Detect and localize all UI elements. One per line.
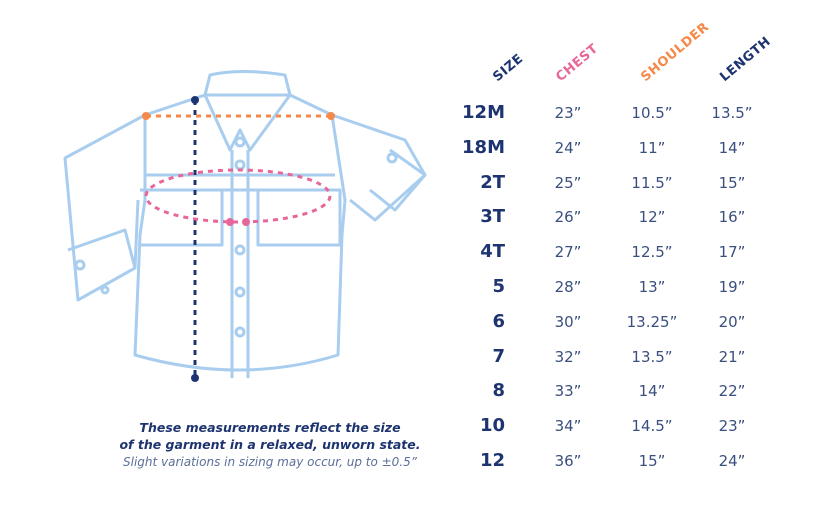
size-cell: 5 xyxy=(492,276,505,297)
chest-cell: 33” xyxy=(554,382,582,401)
shoulder-cell: 13.5” xyxy=(631,347,673,366)
size-cell: 6 xyxy=(492,310,505,332)
length-cell: 14” xyxy=(718,138,746,157)
header-size: SIZE xyxy=(490,51,527,85)
length-cell: 22” xyxy=(718,382,746,401)
shoulder-cell: 12” xyxy=(638,208,666,227)
table-row: 5 28” 13” 19” xyxy=(0,272,823,302)
shoulder-cell: 13” xyxy=(638,278,666,296)
note-line-1: These measurements reflect the size xyxy=(139,420,401,435)
table-row: 3T 26” 12” 16” xyxy=(0,202,823,232)
collar xyxy=(203,70,292,152)
left-cuff xyxy=(67,228,137,302)
table-row: 6 30” 13.25” 20” xyxy=(0,307,823,337)
note-line-3: Slight variations in sizing may occur, u… xyxy=(123,455,417,469)
length-cell: 16” xyxy=(718,208,746,227)
chest-cell: 30” xyxy=(554,312,582,331)
shirt-illustration xyxy=(63,70,427,382)
chest-cell: 36” xyxy=(554,452,582,470)
table-row: 10 34” 14.5” 23” xyxy=(0,411,823,441)
size-cell: 2T xyxy=(480,171,505,193)
size-cell: 8 xyxy=(492,380,505,402)
table-row: 2T 25” 11.5” 15” xyxy=(0,168,823,198)
shoulder-cell: 13.25” xyxy=(626,312,678,331)
placket xyxy=(230,150,250,378)
size-cell: 7 xyxy=(492,345,505,367)
chest-cell: 25” xyxy=(554,173,582,192)
length-cell: 15” xyxy=(718,173,746,192)
size-cell: 10 xyxy=(479,415,505,437)
chest-cell: 23” xyxy=(554,104,582,122)
chest-measure-ellipse xyxy=(144,168,332,224)
header-length: LENGTH xyxy=(717,34,774,85)
shoulder-cell: 14.5” xyxy=(631,417,673,436)
shoulder-cell: 14” xyxy=(638,382,666,401)
chest-cell: 34” xyxy=(554,417,582,436)
chest-cell: 24” xyxy=(554,138,582,157)
shoulder-cell: 10.5” xyxy=(631,104,673,122)
table-row: 7 32” 13.5” 21” xyxy=(0,342,823,372)
table-row: 12M 23” 10.5” 13.5” xyxy=(0,98,823,128)
table-row: 4T 27” 12.5” 17” xyxy=(0,237,823,267)
size-cell: 12M xyxy=(462,102,505,123)
note-line-2: of the garment in a relaxed, unworn stat… xyxy=(119,437,421,452)
left-pocket xyxy=(140,188,224,247)
length-cell: 13.5” xyxy=(711,104,753,122)
shoulder-cell: 12.5” xyxy=(631,243,673,262)
length-cell: 23” xyxy=(718,417,746,436)
table-row: 8 33” 14” 22” xyxy=(0,376,823,406)
size-cell: 12 xyxy=(479,450,505,471)
length-cell: 20” xyxy=(718,312,746,331)
length-cell: 19” xyxy=(718,278,746,296)
chest-cell: 26” xyxy=(554,208,582,227)
header-shoulder: SHOULDER xyxy=(638,19,713,85)
shoulder-cell: 11” xyxy=(638,138,666,157)
length-cell: 24” xyxy=(718,452,746,470)
shirt-body xyxy=(133,93,347,372)
chest-cell: 28” xyxy=(554,278,582,296)
shoulder-cell: 11.5” xyxy=(631,173,673,192)
right-pocket xyxy=(256,188,342,247)
chest-cell: 32” xyxy=(554,347,582,366)
shoulder-cell: 15” xyxy=(638,452,666,470)
chest-cell: 27” xyxy=(554,243,582,262)
length-cell: 21” xyxy=(718,347,746,366)
size-cell: 3T xyxy=(480,206,505,228)
header-chest: CHEST xyxy=(553,41,602,85)
size-cell: 18M xyxy=(462,136,505,158)
right-cuff xyxy=(369,148,427,212)
table-row: 12 36” 15” 24” xyxy=(0,446,823,476)
table-row: 18M 24” 11” 14” xyxy=(0,133,823,163)
size-cell: 4T xyxy=(480,241,505,263)
length-cell: 17” xyxy=(718,243,746,262)
